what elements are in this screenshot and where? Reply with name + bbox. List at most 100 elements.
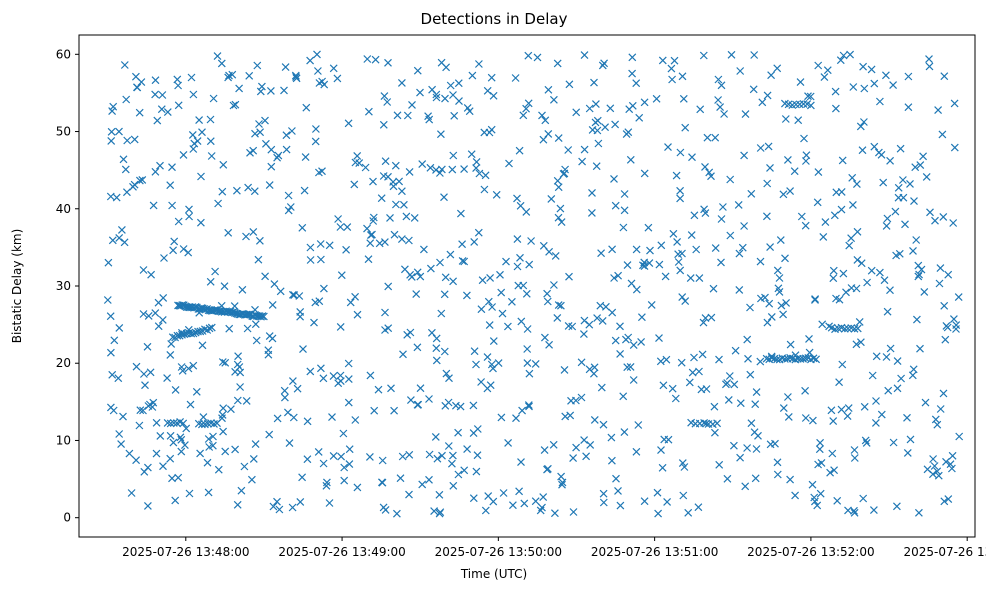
data-point: [756, 357, 765, 366]
data-point: [210, 419, 218, 428]
data-point: [524, 99, 533, 108]
data-point: [856, 122, 865, 131]
data-point: [151, 309, 160, 318]
data-point: [480, 128, 489, 137]
data-point: [640, 98, 649, 107]
data-point: [139, 310, 148, 318]
data-point: [107, 136, 116, 145]
data-point: [251, 305, 259, 314]
data-point: [762, 212, 771, 221]
data-point: [238, 285, 247, 294]
data-point: [496, 270, 504, 279]
data-point: [805, 348, 814, 357]
data-point: [435, 509, 444, 518]
data-point: [135, 421, 144, 430]
data-point: [364, 107, 373, 116]
data-point: [911, 163, 920, 172]
data-point: [614, 486, 622, 495]
data-point: [678, 72, 687, 81]
data-point: [623, 261, 632, 270]
data-point: [516, 253, 524, 262]
data-point: [513, 262, 522, 271]
data-point: [368, 230, 376, 239]
data-point: [137, 78, 146, 87]
data-point: [329, 64, 338, 73]
data-point: [714, 96, 723, 104]
data-point: [714, 75, 723, 84]
data-point: [251, 440, 260, 449]
data-point: [846, 50, 855, 59]
data-point: [143, 501, 152, 510]
data-point: [519, 111, 528, 120]
data-point: [587, 208, 596, 217]
data-point: [135, 108, 144, 117]
data-point: [513, 235, 522, 244]
data-point: [374, 385, 383, 394]
data-point: [886, 344, 895, 353]
data-point: [946, 460, 955, 469]
data-point: [681, 123, 690, 132]
data-point: [163, 108, 172, 117]
data-point: [580, 316, 589, 325]
data-point: [254, 255, 263, 264]
data-point: [752, 388, 761, 397]
data-point: [151, 76, 160, 85]
data-point: [607, 433, 616, 442]
data-point: [735, 285, 744, 294]
data-point: [914, 261, 923, 270]
data-point: [322, 481, 331, 490]
data-point: [580, 145, 589, 154]
data-point: [179, 245, 188, 253]
data-point: [418, 480, 427, 489]
data-point: [237, 486, 246, 495]
data-point: [827, 406, 836, 415]
data-point: [380, 238, 389, 247]
data-point: [820, 73, 829, 82]
data-point: [766, 243, 775, 252]
data-point: [219, 404, 228, 413]
data-point: [556, 204, 565, 213]
data-point: [153, 116, 162, 125]
data-point: [405, 450, 414, 459]
data-point: [607, 456, 616, 465]
data-point: [518, 406, 527, 415]
data-point: [550, 509, 559, 518]
data-point: [171, 496, 180, 505]
data-point: [472, 467, 481, 476]
data-point: [859, 62, 868, 71]
data-point: [950, 99, 959, 108]
data-point: [884, 386, 893, 395]
data-point: [246, 148, 254, 157]
data-point: [383, 98, 392, 106]
data-point: [232, 186, 241, 195]
data-point: [515, 487, 524, 496]
data-point: [838, 360, 847, 369]
data-point: [786, 353, 795, 362]
data-point: [191, 328, 200, 337]
data-point: [637, 313, 646, 322]
data-point: [813, 198, 822, 207]
data-point: [431, 432, 440, 441]
data-point: [896, 144, 905, 153]
data-point: [515, 146, 524, 155]
data-point: [933, 467, 942, 476]
data-point: [814, 168, 823, 177]
data-point: [481, 506, 490, 515]
data-point: [930, 462, 939, 470]
data-point: [122, 95, 131, 104]
data-point: [115, 233, 124, 242]
data-point: [560, 169, 569, 178]
data-point: [336, 223, 345, 231]
data-point: [446, 250, 455, 259]
data-point: [371, 55, 380, 64]
data-point: [554, 213, 563, 222]
data-point: [671, 394, 680, 403]
data-point: [916, 344, 924, 353]
data-point: [847, 284, 856, 292]
data-point: [259, 312, 268, 321]
data-point: [384, 58, 392, 67]
data-point: [838, 156, 847, 165]
data-point: [154, 322, 163, 331]
data-point: [944, 495, 953, 504]
data-point: [460, 466, 469, 475]
